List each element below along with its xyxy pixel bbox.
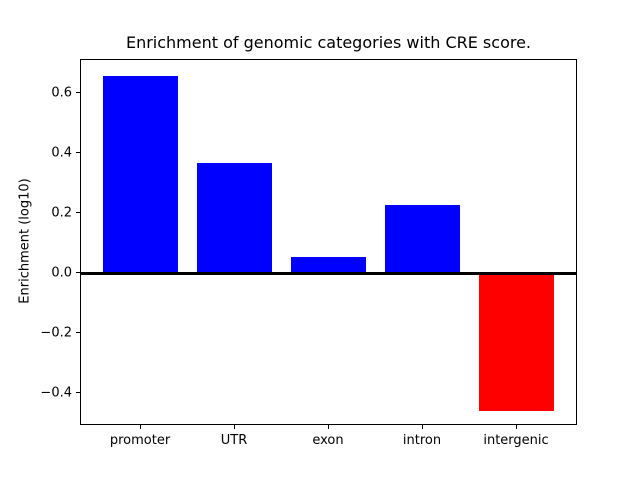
y-tick: [76, 332, 80, 334]
y-tick-label: 0.0: [51, 265, 72, 281]
x-tick-exon: [328, 425, 329, 429]
x-tick-intron: [422, 425, 423, 429]
x-tick-label-intergenic: intergenic: [483, 433, 549, 448]
y-tick: [76, 272, 80, 274]
x-tick-label-intron: intron: [402, 433, 442, 448]
bar-intergenic: [478, 273, 554, 411]
y-tick: [76, 392, 80, 394]
y-tick: [76, 152, 80, 154]
chart-title: Enrichment of genomic categories with CR…: [125, 33, 532, 52]
zero-baseline: [81, 272, 576, 276]
plot-area: [80, 59, 577, 425]
y-tick-label: 0.4: [51, 145, 72, 161]
y-tick-label: −0.4: [40, 385, 72, 401]
y-axis-label: Enrichment (log10): [17, 178, 33, 304]
x-tick-label-UTR: UTR: [220, 433, 248, 448]
y-tick-label: 0.6: [51, 85, 72, 101]
x-tick-promoter: [140, 425, 141, 429]
y-tick: [76, 212, 80, 214]
bar-UTR: [196, 162, 272, 274]
y-tick: [76, 92, 80, 94]
y-tick-label: 0.2: [51, 205, 72, 221]
bar-intron: [384, 204, 460, 274]
x-tick-intergenic: [516, 425, 517, 429]
bar-promoter: [102, 75, 178, 274]
x-tick-UTR: [234, 425, 235, 429]
x-tick-label-promoter: promoter: [109, 433, 171, 448]
bar-exon: [290, 257, 366, 274]
x-tick-label-exon: exon: [312, 433, 344, 448]
y-tick-label: −0.2: [40, 325, 72, 341]
